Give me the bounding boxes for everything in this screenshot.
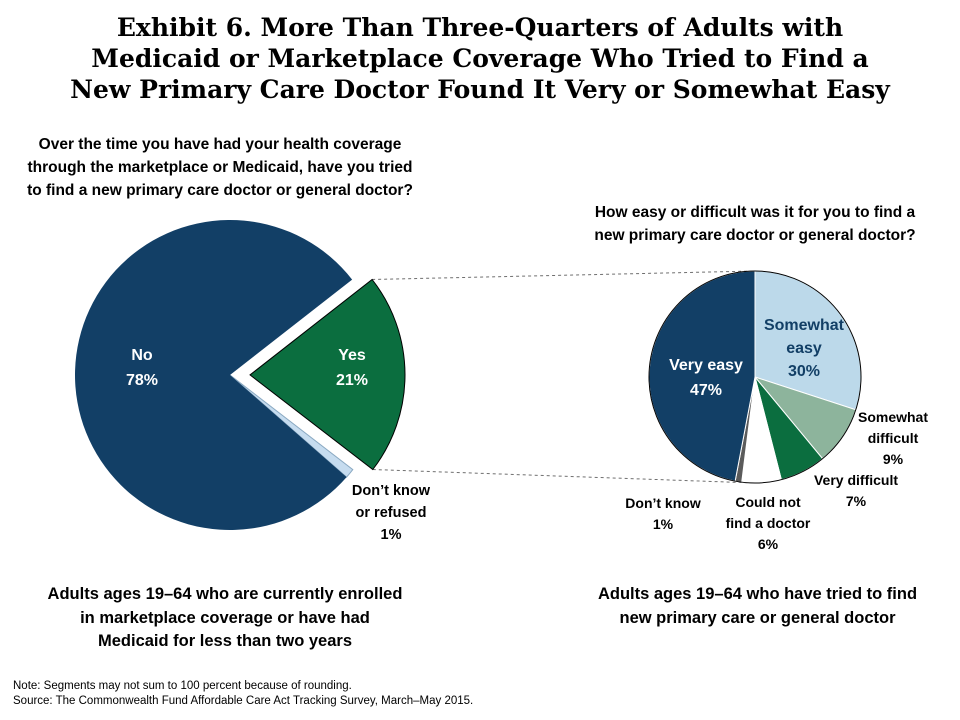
source-note: Source: The Commonwealth Fund Affordable… bbox=[13, 695, 474, 707]
left-pie-caption: Adults ages 19–64 who are currently enro… bbox=[5, 583, 445, 654]
right-pie-chart bbox=[648, 270, 862, 484]
caption-line: in marketplace coverage or have had bbox=[80, 608, 370, 627]
question-line: How easy or difficult was it for you to … bbox=[594, 204, 916, 221]
slice-label-somewhat-difficult: Somewhat difficult 9% bbox=[858, 409, 928, 467]
slice-label-somewhat-easy: Somewhat easy 30% bbox=[764, 317, 845, 380]
pie-slice-dont_know bbox=[229, 374, 354, 478]
caption-line: Adults ages 19–64 who are currently enro… bbox=[47, 585, 403, 603]
explode-connector-lines bbox=[372, 270, 756, 484]
question-line: Over the time you have had your health c… bbox=[38, 136, 402, 153]
connector-line-bottom bbox=[372, 469, 756, 484]
left-pie-question: Over the time you have had your health c… bbox=[10, 133, 430, 202]
slice-label-dont-know: Don’t know 1% bbox=[625, 495, 701, 532]
connector-line-top bbox=[372, 270, 756, 281]
question-line: through the marketplace or Medicaid, hav… bbox=[27, 159, 413, 176]
title-line: New Primary Care Doctor Found It Very or… bbox=[70, 75, 890, 104]
right-pie-outline bbox=[648, 270, 862, 484]
question-line: new primary care doctor or general docto… bbox=[594, 227, 916, 244]
title-line: Medicaid or Marketplace Coverage Who Tri… bbox=[91, 44, 869, 73]
slice-label-could-not-find: Could not find a doctor 6% bbox=[726, 494, 811, 552]
caption-line: Adults ages 19–64 who have tried to find bbox=[597, 585, 918, 603]
slice-label-dont-know-refused: Don’t know or refused 1% bbox=[352, 483, 431, 543]
slice-label-very-difficult: Very difficult 7% bbox=[814, 472, 898, 509]
pie-labels: No 78% Yes 21% Don’t know or refused 1% Very ea… bbox=[126, 317, 928, 552]
slice-label-yes: Yes 21% bbox=[336, 347, 368, 389]
pie-slice-very_easy bbox=[648, 270, 756, 482]
caption-line: new primary care or general doctor bbox=[619, 608, 896, 627]
right-pie-question: How easy or difficult was it for you to … bbox=[565, 201, 945, 247]
right-pie-caption: Adults ages 19–64 who have tried to find… bbox=[560, 583, 955, 630]
exhibit-title: Exhibit 6. More Than Three-Quarters of A… bbox=[20, 12, 940, 105]
pie-slice-no bbox=[74, 219, 353, 530]
question-line: to find a new primary care doctor or gen… bbox=[27, 182, 413, 199]
footnote: Note: Segments may not sum to 100 percen… bbox=[13, 680, 352, 692]
pie-slice-yes bbox=[249, 278, 406, 471]
left-pie-chart bbox=[74, 219, 406, 530]
title-line: Exhibit 6. More Than Three-Quarters of A… bbox=[116, 13, 844, 42]
slice-label-no: No 78% bbox=[126, 347, 158, 389]
caption-line: Medicaid for less than two years bbox=[98, 632, 352, 650]
slice-label-very-easy: Very easy 47% bbox=[669, 357, 743, 399]
